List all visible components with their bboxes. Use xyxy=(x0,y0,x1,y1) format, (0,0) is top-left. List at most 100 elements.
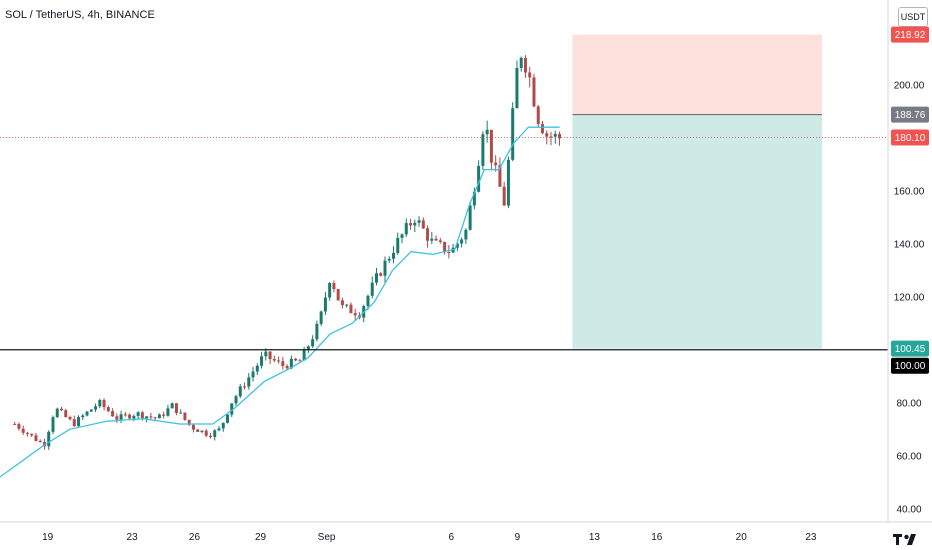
candle xyxy=(498,157,502,187)
candle-body xyxy=(392,253,396,259)
candle-body xyxy=(21,428,25,433)
candle-body xyxy=(230,403,234,415)
candle-body xyxy=(277,360,281,362)
candle-body xyxy=(81,415,85,418)
candle-body xyxy=(472,191,476,206)
candle xyxy=(132,414,136,422)
candle xyxy=(417,216,421,227)
candle xyxy=(77,415,81,427)
candle-body xyxy=(447,252,451,254)
candle xyxy=(532,73,536,108)
candle-body xyxy=(306,346,310,350)
candle-body xyxy=(68,417,72,420)
currency-badge[interactable]: USDT xyxy=(898,7,928,27)
current-price-tag-text: 180.10 xyxy=(895,133,926,144)
candle xyxy=(336,288,340,301)
candle-body xyxy=(55,408,59,418)
candle xyxy=(234,394,238,406)
candle xyxy=(281,356,285,370)
candle-body xyxy=(268,351,272,359)
candle-body xyxy=(13,423,17,425)
candle-body xyxy=(532,77,536,107)
entry-price-tag-bg xyxy=(891,106,929,123)
candle xyxy=(196,428,200,432)
candle xyxy=(396,232,400,256)
candle xyxy=(191,423,195,433)
candle xyxy=(30,433,34,438)
candle xyxy=(302,346,306,361)
tradingview-logo[interactable] xyxy=(893,532,923,546)
candle-body xyxy=(38,440,42,443)
x-tick-label: 16 xyxy=(651,532,663,543)
stop-price-tag: 218.92 xyxy=(891,26,929,43)
candle xyxy=(523,55,527,78)
candle-body xyxy=(485,129,489,135)
candle xyxy=(272,355,276,363)
candle-body xyxy=(498,165,502,187)
candle xyxy=(404,218,408,237)
stop-loss-zone[interactable] xyxy=(572,34,822,115)
candle-body xyxy=(85,411,89,416)
time-axis: 19 23 26 29 Sep 6 9 13 16 20 23 xyxy=(42,532,817,543)
candle xyxy=(434,235,438,242)
candle-body xyxy=(94,406,98,410)
target-price-tag-bg xyxy=(891,340,929,357)
x-tick-label: 26 xyxy=(189,532,201,543)
candle-body xyxy=(64,410,68,418)
candle xyxy=(115,413,119,424)
candle-body xyxy=(17,424,21,429)
candle xyxy=(536,104,540,128)
candle-body xyxy=(528,72,532,78)
candle xyxy=(485,120,489,143)
candle xyxy=(89,409,93,412)
candle-body xyxy=(370,282,374,296)
candle-body xyxy=(251,371,255,378)
candle-body xyxy=(558,134,562,139)
moving-average-line xyxy=(0,126,560,478)
candle xyxy=(85,411,89,417)
candle-body xyxy=(217,428,221,431)
target-price-tag-text: 100.45 xyxy=(895,344,926,355)
candle xyxy=(319,310,323,326)
candle xyxy=(119,410,123,424)
position-zones xyxy=(572,34,822,349)
candle xyxy=(379,271,383,277)
candle xyxy=(94,403,98,413)
x-tick-label: 23 xyxy=(805,532,817,543)
candle-body xyxy=(123,414,127,416)
x-tick-label: 9 xyxy=(515,532,521,543)
candle-body xyxy=(47,431,51,447)
take-profit-zone[interactable] xyxy=(572,114,822,349)
target-price-tag: 100.45 xyxy=(891,340,929,357)
candle-body xyxy=(426,228,430,241)
candle xyxy=(17,422,21,431)
candle-body xyxy=(511,108,515,160)
candle xyxy=(549,131,553,146)
candle-body xyxy=(468,205,472,230)
candle-body xyxy=(238,386,242,397)
x-tick-label: 29 xyxy=(255,532,267,543)
candle xyxy=(528,66,532,88)
candle-body xyxy=(489,129,493,163)
candle-body xyxy=(119,414,123,420)
candle-body xyxy=(434,238,438,241)
candle-body xyxy=(323,297,327,312)
candle-body xyxy=(502,186,506,206)
candle xyxy=(51,415,55,434)
candle-body xyxy=(132,415,136,419)
candle xyxy=(13,421,17,425)
candle xyxy=(21,425,25,436)
candle-body xyxy=(460,239,464,244)
candle xyxy=(311,335,315,348)
candle-body xyxy=(128,414,132,419)
candle-body xyxy=(111,411,115,417)
candle xyxy=(481,131,485,171)
candle xyxy=(238,384,242,399)
candle xyxy=(208,433,212,439)
candle-body xyxy=(413,222,417,226)
candle-body xyxy=(430,238,434,241)
candle xyxy=(81,413,85,421)
candle-body xyxy=(311,339,315,347)
current-price-tag-bg xyxy=(891,129,929,146)
